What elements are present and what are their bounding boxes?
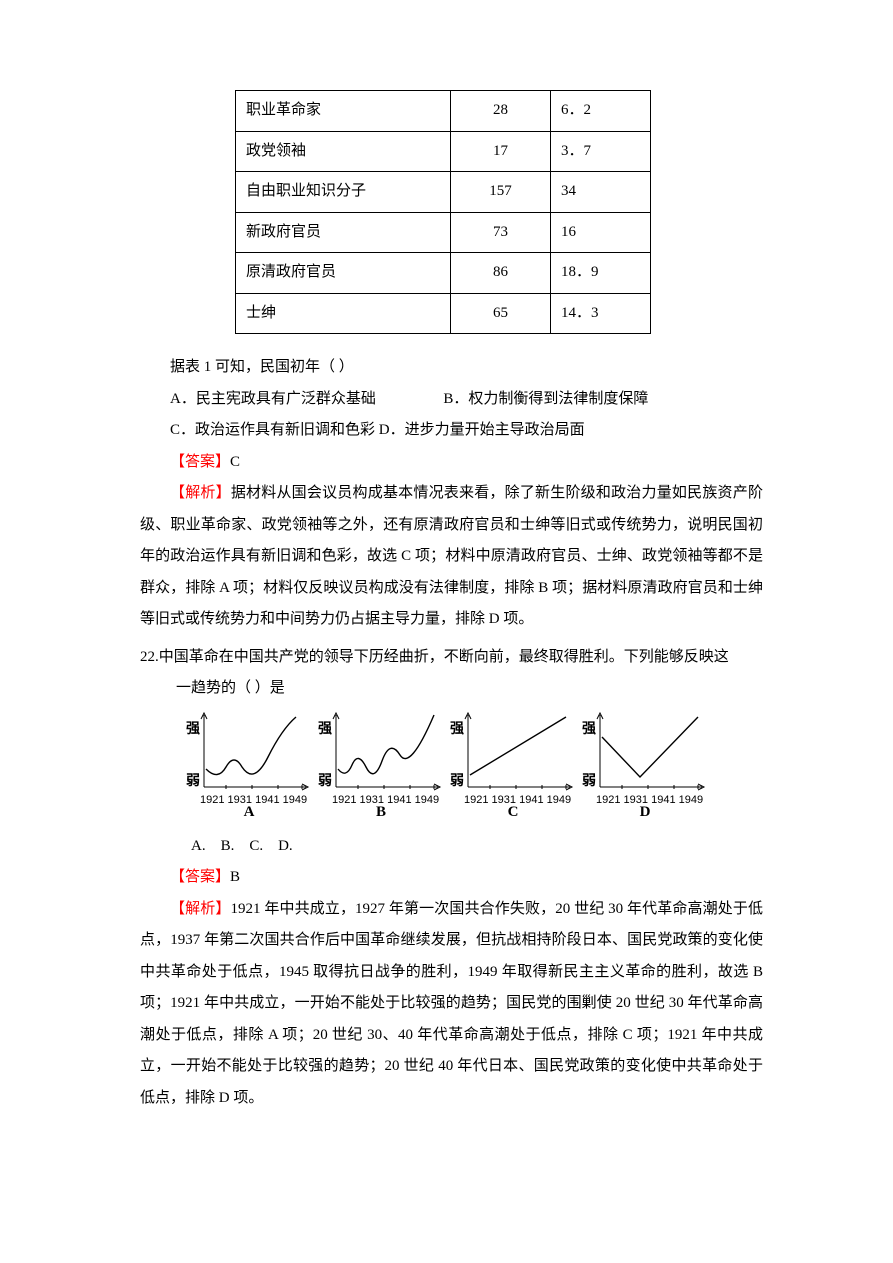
row-count: 28	[451, 91, 551, 132]
row-pct: 6．2	[551, 91, 651, 132]
q21-analysis: 【解析】据材料从国会议员构成基本情况表来看，除了新生阶级和政治力量如民族资产阶级…	[140, 478, 763, 636]
row-count: 73	[451, 212, 551, 253]
y-weak: 弱	[582, 767, 596, 796]
q22-options: A. B. C. D.	[140, 831, 763, 863]
analysis-text: 1921 年中共成立，1927 年第一次国共合作失败，20 世纪 30 年代革命…	[140, 901, 763, 1106]
answer-value: C	[230, 454, 240, 470]
row-count: 65	[451, 293, 551, 334]
row-pct: 18．9	[551, 253, 651, 294]
composition-table: 职业革命家 28 6．2 政党领袖 17 3．7 自由职业知识分子 157 34…	[235, 90, 651, 334]
row-count: 157	[451, 172, 551, 213]
q22-block: 22.中国革命在中国共产党的领导下历经曲折，不断向前，最终取得胜利。下列能够反映…	[140, 642, 763, 1115]
answer-label: 【答案】	[170, 454, 230, 470]
q21-prompt: 据表 1 可知，民国初年（ ）	[140, 352, 763, 384]
q21-answer-line: 【答案】C	[140, 447, 763, 479]
row-label: 职业革命家	[236, 91, 451, 132]
chart-c: 强 弱 1921 1931 1941 1949 C	[448, 709, 578, 829]
option-b: B．权力制衡得到法律制度保障	[443, 391, 648, 407]
row-pct: 34	[551, 172, 651, 213]
q22-analysis: 【解析】1921 年中共成立，1927 年第一次国共合作失败，20 世纪 30 …	[140, 894, 763, 1115]
table-row: 自由职业知识分子 157 34	[236, 172, 651, 213]
analysis-label: 【解析】	[170, 901, 230, 917]
row-count: 17	[451, 131, 551, 172]
table-row: 士绅 65 14．3	[236, 293, 651, 334]
y-strong: 强	[582, 715, 596, 744]
analysis-label: 【解析】	[170, 485, 231, 501]
option-a: A．民主宪政具有广泛群众基础	[170, 391, 376, 407]
table-row: 政党领袖 17 3．7	[236, 131, 651, 172]
chart-a: 强 弱 1921 1931 1941 1949 A	[184, 709, 314, 829]
q22-answer-line: 【答案】B	[140, 862, 763, 894]
y-weak: 弱	[450, 767, 464, 796]
y-strong: 强	[186, 715, 200, 744]
chart-d: 强 弱 1921 1931 1941 1949 D	[580, 709, 710, 829]
row-label: 新政府官员	[236, 212, 451, 253]
y-strong: 强	[450, 715, 464, 744]
row-label: 士绅	[236, 293, 451, 334]
q21-options-cd: C．政治运作具有新旧调和色彩 D．进步力量开始主导政治局面	[140, 415, 763, 447]
chart-letter: D	[580, 797, 710, 829]
row-pct: 16	[551, 212, 651, 253]
row-pct: 3．7	[551, 131, 651, 172]
row-pct: 14．3	[551, 293, 651, 334]
analysis-text: 据材料从国会议员构成基本情况表来看，除了新生阶级和政治力量如民族资产阶级、职业革…	[140, 485, 763, 627]
table-row: 原清政府官员 86 18．9	[236, 253, 651, 294]
row-count: 86	[451, 253, 551, 294]
q22-number: 22.	[140, 649, 159, 665]
document-page: 职业革命家 28 6．2 政党领袖 17 3．7 自由职业知识分子 157 34…	[0, 0, 893, 1263]
row-label: 政党领袖	[236, 131, 451, 172]
answer-value: B	[230, 869, 240, 885]
table-row: 新政府官员 73 16	[236, 212, 651, 253]
table-row: 职业革命家 28 6．2	[236, 91, 651, 132]
y-weak: 弱	[186, 767, 200, 796]
answer-label: 【答案】	[170, 869, 230, 885]
chart-b: 强 弱 1921 1931 1941 1949 B	[316, 709, 446, 829]
chart-letter: C	[448, 797, 578, 829]
row-label: 原清政府官员	[236, 253, 451, 294]
q22-stem2: 一趋势的（ ）是	[140, 673, 763, 705]
y-weak: 弱	[318, 767, 332, 796]
chart-letter: B	[316, 797, 446, 829]
q21-options-ab: A．民主宪政具有广泛群众基础 B．权力制衡得到法律制度保障	[140, 384, 763, 416]
row-label: 自由职业知识分子	[236, 172, 451, 213]
chart-row: 强 弱 1921 1931 1941 1949 A 强 弱 1921 1931 …	[184, 709, 763, 829]
y-strong: 强	[318, 715, 332, 744]
chart-letter: A	[184, 797, 314, 829]
q22-stem: 22.中国革命在中国共产党的领导下历经曲折，不断向前，最终取得胜利。下列能够反映…	[140, 642, 763, 674]
q22-stem1: 中国革命在中国共产党的领导下历经曲折，不断向前，最终取得胜利。下列能够反映这	[159, 649, 729, 665]
